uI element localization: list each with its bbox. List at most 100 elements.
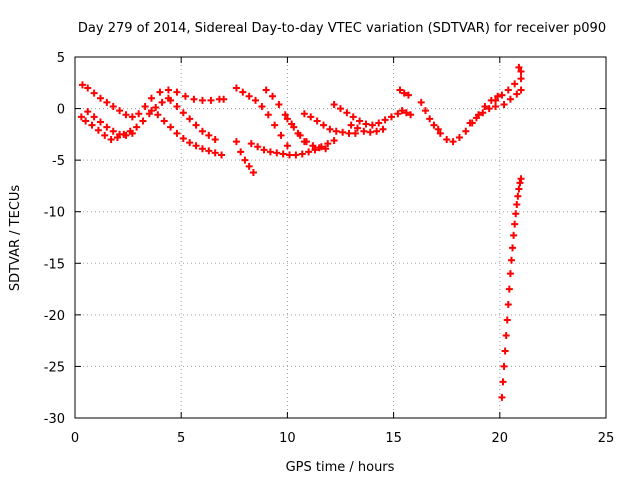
data-point xyxy=(462,127,470,135)
data-point xyxy=(254,143,262,151)
data-point xyxy=(192,142,200,150)
data-point xyxy=(82,117,90,125)
series-arc-f xyxy=(232,138,257,177)
x-tick-label: 20 xyxy=(492,431,509,446)
data-point xyxy=(500,100,508,108)
data-point xyxy=(396,86,404,94)
data-point xyxy=(164,86,172,94)
data-point xyxy=(498,393,506,401)
data-point xyxy=(141,103,149,111)
data-point xyxy=(330,137,338,145)
data-point xyxy=(499,378,507,386)
data-point xyxy=(77,113,85,121)
data-point xyxy=(481,103,489,111)
data-point xyxy=(398,107,406,115)
data-point xyxy=(332,127,340,135)
data-point xyxy=(326,125,334,133)
data-point xyxy=(167,96,175,104)
data-point xyxy=(430,121,438,129)
series-arc-q xyxy=(436,92,502,146)
data-point xyxy=(186,115,194,123)
data-point xyxy=(349,113,357,121)
data-point xyxy=(103,98,111,106)
data-point xyxy=(305,148,313,156)
data-point xyxy=(509,244,517,252)
data-point xyxy=(421,107,429,115)
data-point xyxy=(283,115,291,123)
data-point xyxy=(368,121,376,129)
data-point xyxy=(173,129,181,137)
data-point xyxy=(232,84,240,92)
data-point xyxy=(101,131,109,139)
data-point xyxy=(417,98,425,106)
data-point xyxy=(313,117,321,125)
data-point xyxy=(479,109,487,117)
data-point xyxy=(366,128,374,136)
data-point xyxy=(156,88,164,96)
data-point xyxy=(296,131,304,139)
data-point xyxy=(311,146,319,154)
chart-title: Day 279 of 2014, Sidereal Day-to-day VTE… xyxy=(78,21,606,36)
data-point xyxy=(515,63,523,71)
data-point xyxy=(449,138,457,146)
data-point xyxy=(515,185,523,193)
data-point xyxy=(198,127,206,135)
data-point xyxy=(426,115,434,123)
series-arc-j xyxy=(283,115,330,153)
data-point xyxy=(324,140,332,148)
data-point xyxy=(186,139,194,147)
data-point xyxy=(303,138,311,146)
data-point xyxy=(404,91,412,99)
data-point xyxy=(260,146,268,154)
data-point xyxy=(514,192,522,200)
data-point xyxy=(133,123,141,131)
data-point xyxy=(258,103,266,111)
data-point xyxy=(173,103,181,111)
data-point xyxy=(443,136,451,144)
data-point xyxy=(128,129,136,137)
data-point xyxy=(511,220,519,228)
data-point xyxy=(290,123,298,131)
data-point xyxy=(322,145,330,153)
data-point xyxy=(249,169,257,177)
data-point xyxy=(300,110,308,118)
data-point xyxy=(94,126,102,134)
data-point xyxy=(455,133,463,141)
data-point xyxy=(379,125,387,133)
data-point xyxy=(211,149,219,157)
y-tick-label: -25 xyxy=(44,360,65,375)
x-tick-label: 25 xyxy=(598,431,615,446)
data-point xyxy=(298,150,306,158)
data-point xyxy=(516,179,524,187)
x-axis-label: GPS time / hours xyxy=(286,460,395,475)
data-point xyxy=(273,149,281,157)
data-point xyxy=(109,103,117,111)
data-point xyxy=(198,145,206,153)
data-point xyxy=(375,119,383,127)
data-point xyxy=(402,109,410,117)
data-points xyxy=(77,63,525,401)
y-tick-label: 5 xyxy=(57,51,65,66)
data-point xyxy=(511,80,519,88)
data-point xyxy=(198,96,206,104)
data-point xyxy=(517,75,525,83)
data-point xyxy=(211,136,219,144)
data-point xyxy=(90,113,98,121)
data-point xyxy=(154,111,162,119)
data-point xyxy=(262,86,270,94)
data-point xyxy=(506,270,514,278)
data-point xyxy=(339,128,347,136)
data-point xyxy=(498,91,506,99)
data-point xyxy=(501,347,509,355)
series-arc-v xyxy=(498,175,525,401)
series-arc-p xyxy=(417,98,442,133)
data-point xyxy=(394,110,402,118)
data-point xyxy=(84,108,92,116)
data-point xyxy=(271,121,279,129)
data-point xyxy=(505,285,513,293)
data-point xyxy=(167,123,175,131)
data-point xyxy=(387,113,395,121)
data-point xyxy=(107,136,115,144)
y-tick-label: -15 xyxy=(44,257,65,272)
data-point xyxy=(504,301,512,309)
